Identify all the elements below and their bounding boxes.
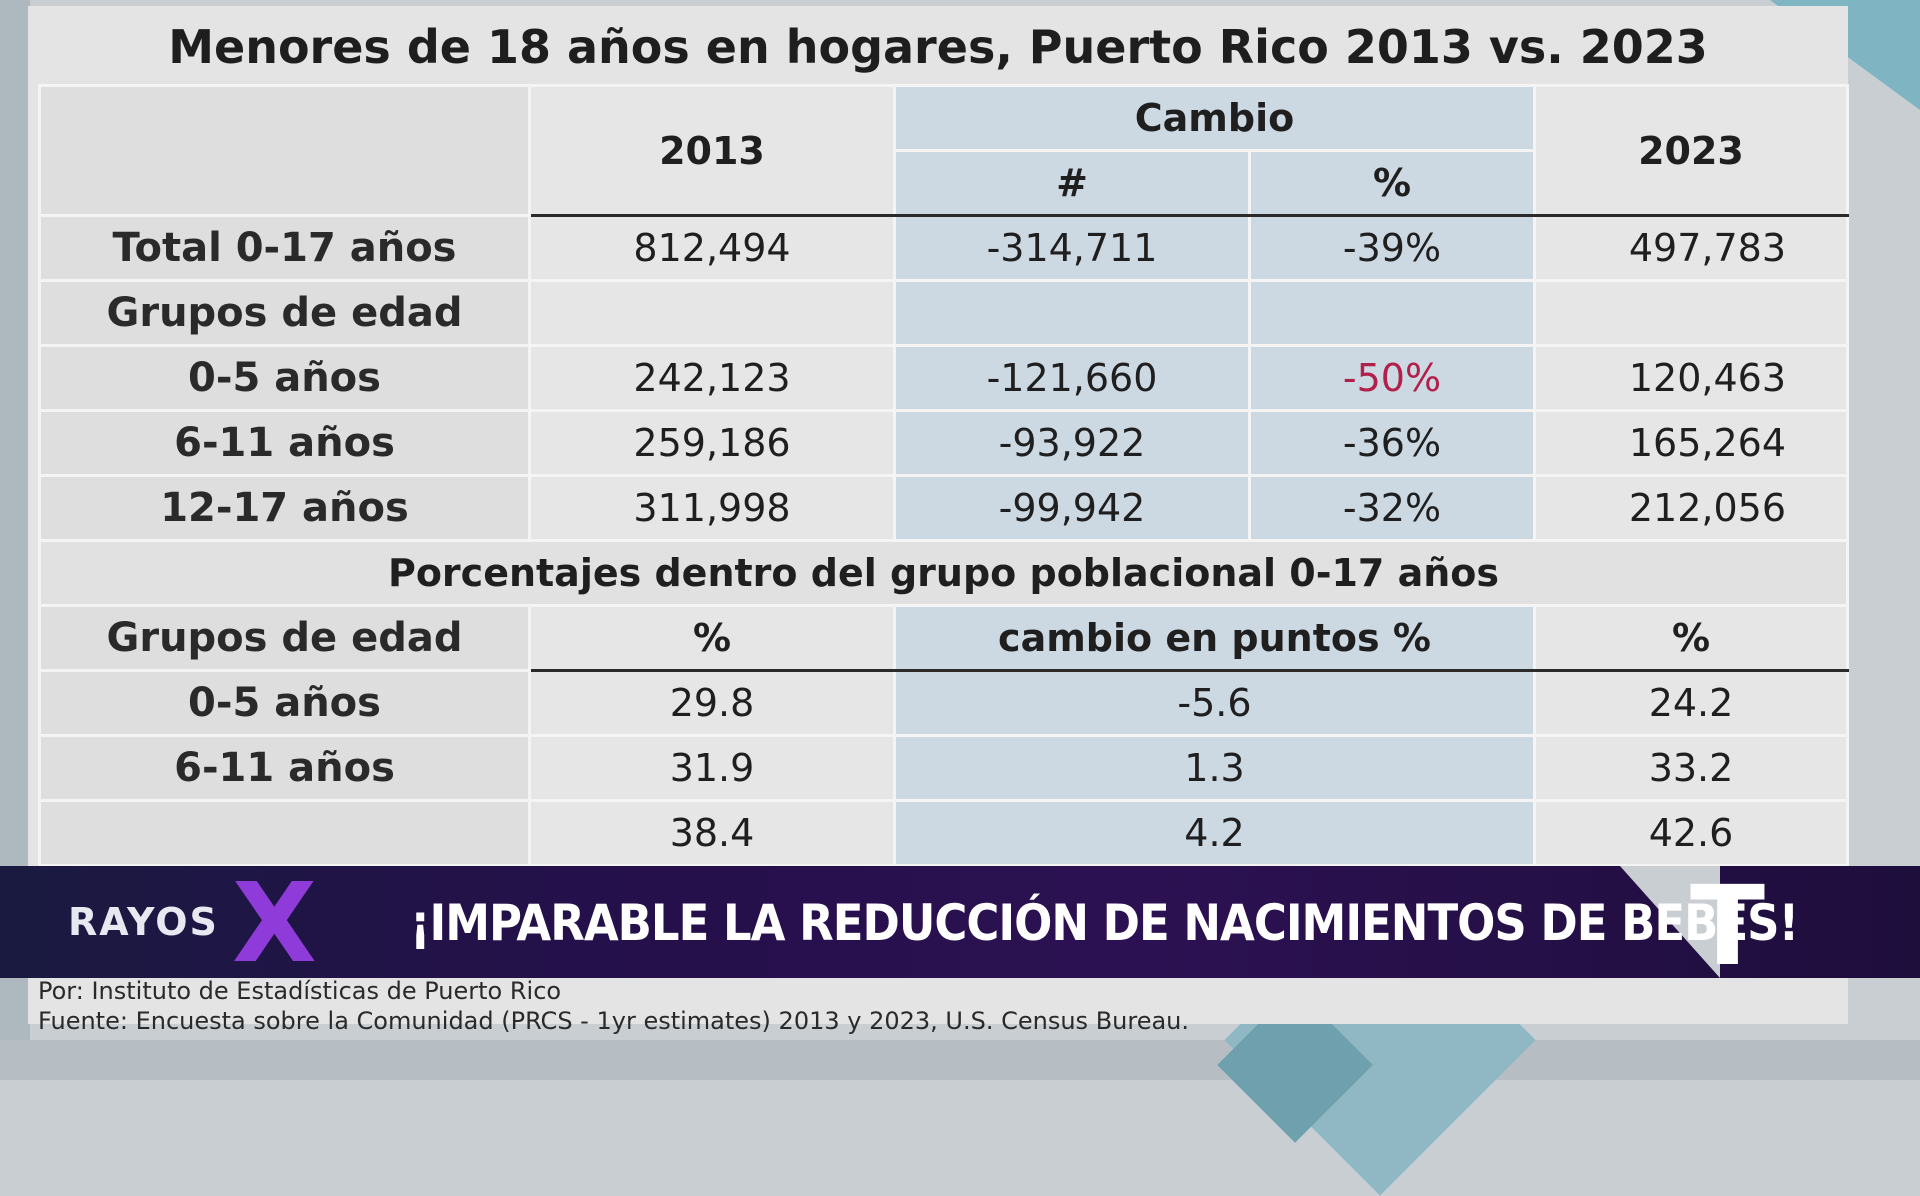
table-row: 6-11 años 31.9 1.3 33.2 bbox=[38, 734, 1849, 802]
row-label: 6-11 años bbox=[38, 734, 531, 802]
banner-cut bbox=[1620, 866, 1720, 978]
cell-2013: 812,494 bbox=[528, 214, 896, 282]
cell-percent-2023: 24.2 bbox=[1533, 669, 1849, 737]
cell-change-number: -314,711 bbox=[893, 214, 1251, 282]
cell-percent-2013: 31.9 bbox=[528, 734, 896, 802]
cell-2013: 311,998 bbox=[528, 474, 896, 542]
cell-points-change: -5.6 bbox=[893, 669, 1536, 737]
channel-logo: T bbox=[1690, 862, 1766, 990]
table-row: 38.4 4.2 42.6 bbox=[38, 799, 1849, 867]
statistics-table: 2013 Cambio 2023 # % Total 0-17 años 812… bbox=[38, 84, 1849, 867]
table-row: Total 0-17 años 812,494 -314,711 -39% 49… bbox=[38, 214, 1849, 282]
slide-title: Menores de 18 años en hogares, Puerto Ri… bbox=[168, 20, 1708, 74]
cell-change-percent bbox=[1248, 279, 1536, 347]
lower-third-banner bbox=[0, 866, 1920, 978]
table-row: 12-17 años 311,998 -99,942 -32% 212,056 bbox=[38, 474, 1849, 542]
cell-points-change: 4.2 bbox=[893, 799, 1536, 867]
cell-percent-2023: 42.6 bbox=[1533, 799, 1849, 867]
show-logo: RAYOS bbox=[68, 900, 219, 944]
author-note: Por: Instituto de Estadísticas de Puerto… bbox=[38, 977, 562, 1005]
cell-percent-2013: 38.4 bbox=[528, 799, 896, 867]
cell-change-number bbox=[893, 279, 1251, 347]
row-label: Grupos de edad bbox=[38, 279, 531, 347]
header-change-percent: % bbox=[1248, 149, 1536, 217]
cell-change-percent: -36% bbox=[1248, 409, 1536, 477]
header-percent-2023: % bbox=[1533, 604, 1849, 672]
table-row: Grupos de edad bbox=[38, 279, 1849, 347]
source-notes: Por: Instituto de Estadísticas de Puerto… bbox=[38, 976, 1189, 1036]
cell-change-percent: -39% bbox=[1248, 214, 1536, 282]
cell-2023: 120,463 bbox=[1533, 344, 1849, 412]
news-headline: ¡IMPARABLE LA REDUCCIÓN DE NACIMIENTOS D… bbox=[410, 894, 1799, 952]
header-change-number: # bbox=[893, 149, 1251, 217]
cell-2023: 212,056 bbox=[1533, 474, 1849, 542]
cell-change-number: -121,660 bbox=[893, 344, 1251, 412]
cell-2023: 497,783 bbox=[1533, 214, 1849, 282]
header-cambio: Cambio bbox=[893, 84, 1536, 152]
cell-2013 bbox=[528, 279, 896, 347]
table-row: 0-5 años 29.8 -5.6 24.2 bbox=[38, 669, 1849, 737]
table-row: 6-11 años 259,186 -93,922 -36% 165,264 bbox=[38, 409, 1849, 477]
section-title: Porcentajes dentro del grupo poblacional… bbox=[38, 539, 1849, 607]
cell-2013: 242,123 bbox=[528, 344, 896, 412]
header-age-groups: Grupos de edad bbox=[38, 604, 531, 672]
cell-change-percent: -32% bbox=[1248, 474, 1536, 542]
row-label: Total 0-17 años bbox=[38, 214, 531, 282]
cell-2023: 165,264 bbox=[1533, 409, 1849, 477]
header-2023: 2023 bbox=[1533, 84, 1849, 217]
cell-percent-2023: 33.2 bbox=[1533, 734, 1849, 802]
header-empty bbox=[38, 84, 531, 217]
row-label: 0-5 años bbox=[38, 669, 531, 737]
header-percent-2013: % bbox=[528, 604, 896, 672]
row-label bbox=[38, 799, 531, 867]
cell-points-change: 1.3 bbox=[893, 734, 1536, 802]
cell-2023 bbox=[1533, 279, 1849, 347]
row-label: 6-11 años bbox=[38, 409, 531, 477]
source-note: Fuente: Encuesta sobre la Comunidad (PRC… bbox=[38, 1007, 1190, 1035]
cell-percent-2013: 29.8 bbox=[528, 669, 896, 737]
show-logo-x: X bbox=[232, 859, 317, 987]
row-label: 0-5 años bbox=[38, 344, 531, 412]
cell-change-percent-highlight: -50% bbox=[1248, 344, 1536, 412]
row-label: 12-17 años bbox=[38, 474, 531, 542]
table-row: 0-5 años 242,123 -121,660 -50% 120,463 bbox=[38, 344, 1849, 412]
header-2013: 2013 bbox=[528, 84, 896, 217]
cell-change-number: -99,942 bbox=[893, 474, 1251, 542]
presentation-slide: Menores de 18 años en hogares, Puerto Ri… bbox=[28, 6, 1849, 1035]
header-points-change: cambio en puntos % bbox=[893, 604, 1536, 672]
cell-2013: 259,186 bbox=[528, 409, 896, 477]
cell-change-number: -93,922 bbox=[893, 409, 1251, 477]
background-bottom bbox=[0, 1040, 1920, 1080]
